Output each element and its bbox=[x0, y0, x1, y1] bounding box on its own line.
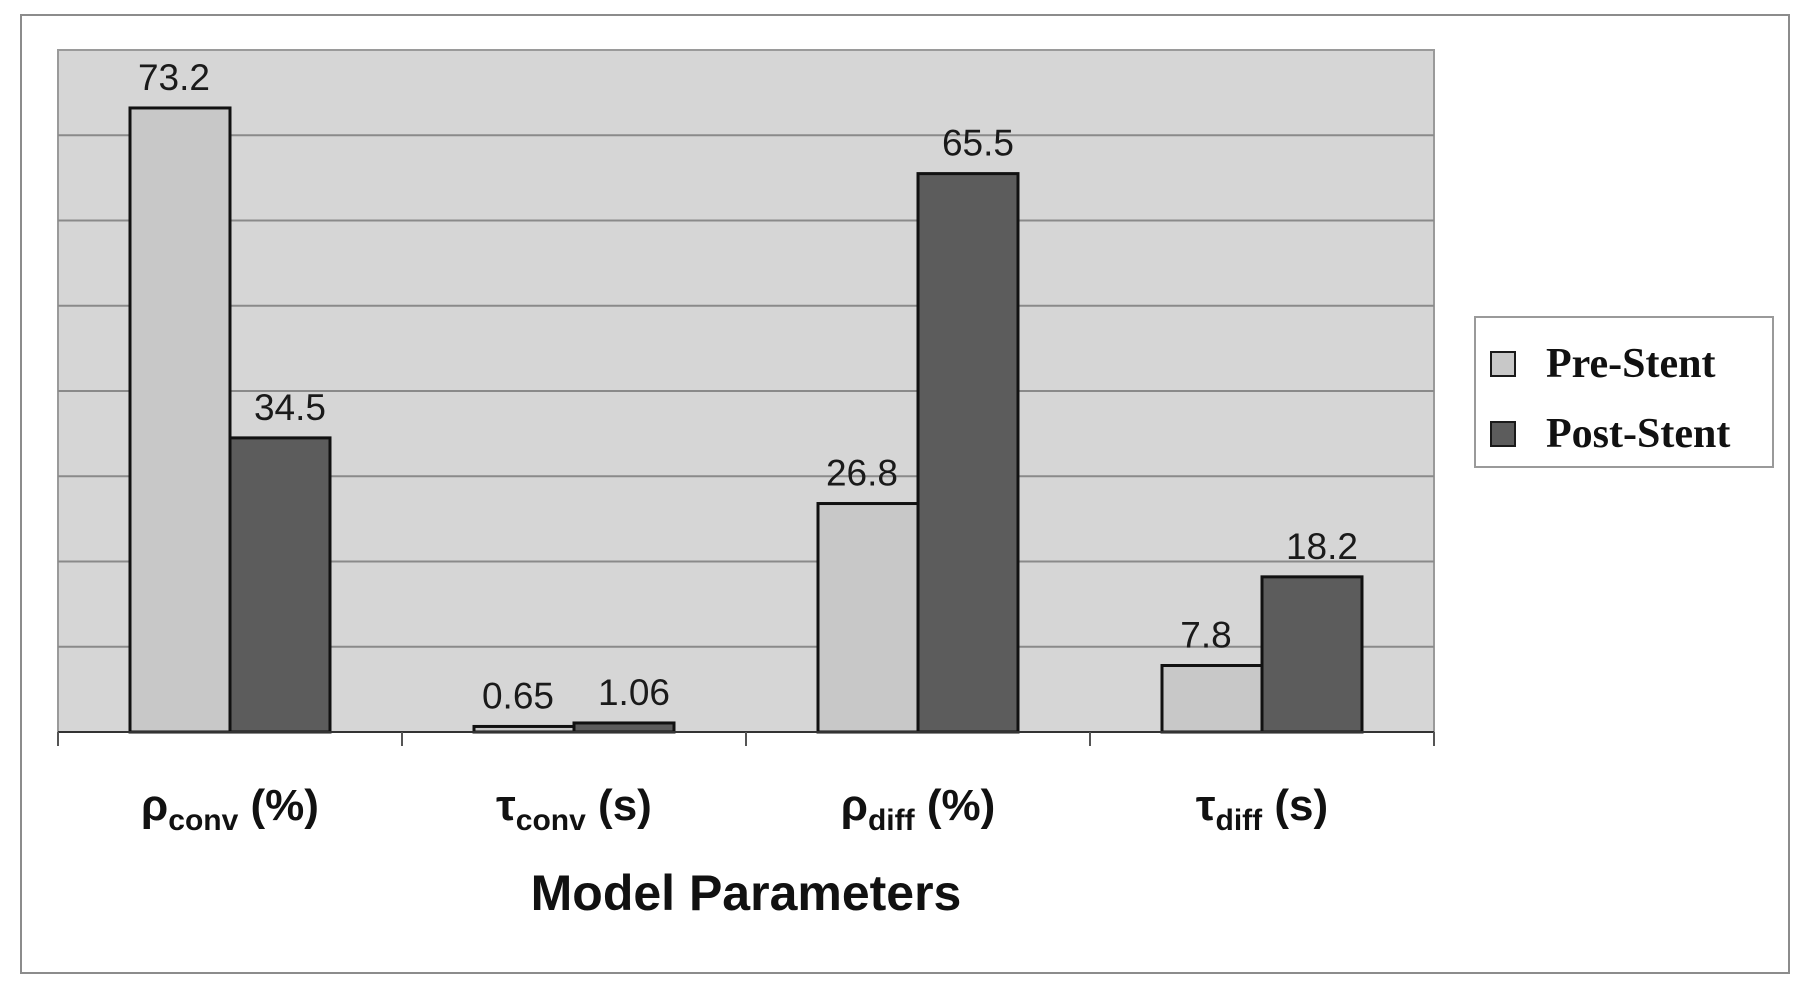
bar-post-stent-2 bbox=[916, 172, 1020, 734]
data-label: 73.2 bbox=[138, 57, 210, 98]
bar-series bbox=[128, 106, 1364, 734]
category-label: τdiff (s) bbox=[1196, 781, 1328, 837]
legend-swatch-post-stent bbox=[1490, 421, 1516, 447]
bar-pre-stent-3 bbox=[1160, 664, 1264, 734]
category-label: ρdiff (%) bbox=[841, 781, 996, 837]
bar-post-stent-1 bbox=[572, 721, 676, 734]
x-axis bbox=[57, 731, 1435, 746]
data-label: 34.5 bbox=[254, 387, 326, 428]
data-label: 0.65 bbox=[482, 675, 554, 716]
category-label: τconv (s) bbox=[496, 781, 652, 837]
x-axis-title: Model Parameters bbox=[531, 865, 962, 921]
legend-item-pre-stent: Pre-Stent bbox=[1490, 340, 1716, 388]
legend-swatch-pre-stent bbox=[1490, 351, 1516, 377]
bar-post-stent-3 bbox=[1260, 575, 1364, 734]
legend-label-pre-stent: Pre-Stent bbox=[1546, 341, 1716, 387]
data-label: 1.06 bbox=[598, 672, 670, 713]
category-label: ρconv (%) bbox=[141, 781, 319, 837]
data-label: 65.5 bbox=[942, 123, 1014, 164]
legend: Pre-Stent Post-Stent bbox=[1474, 316, 1774, 468]
bar-post-stent-0 bbox=[228, 436, 332, 734]
category-labels: ρconv (%) τconv (s) ρdiff (%) τdiff (s) bbox=[141, 781, 1328, 837]
bar-pre-stent-0 bbox=[128, 106, 232, 734]
data-label: 26.8 bbox=[826, 453, 898, 494]
legend-item-post-stent: Post-Stent bbox=[1490, 410, 1730, 458]
data-label: 18.2 bbox=[1286, 526, 1358, 567]
bar-pre-stent-2 bbox=[816, 502, 920, 734]
data-label: 7.8 bbox=[1180, 615, 1231, 656]
legend-label-post-stent: Post-Stent bbox=[1546, 411, 1731, 457]
data-labels: 73.2 0.65 26.8 7.8 34.5 1.06 65.5 18.2 bbox=[138, 57, 1358, 716]
